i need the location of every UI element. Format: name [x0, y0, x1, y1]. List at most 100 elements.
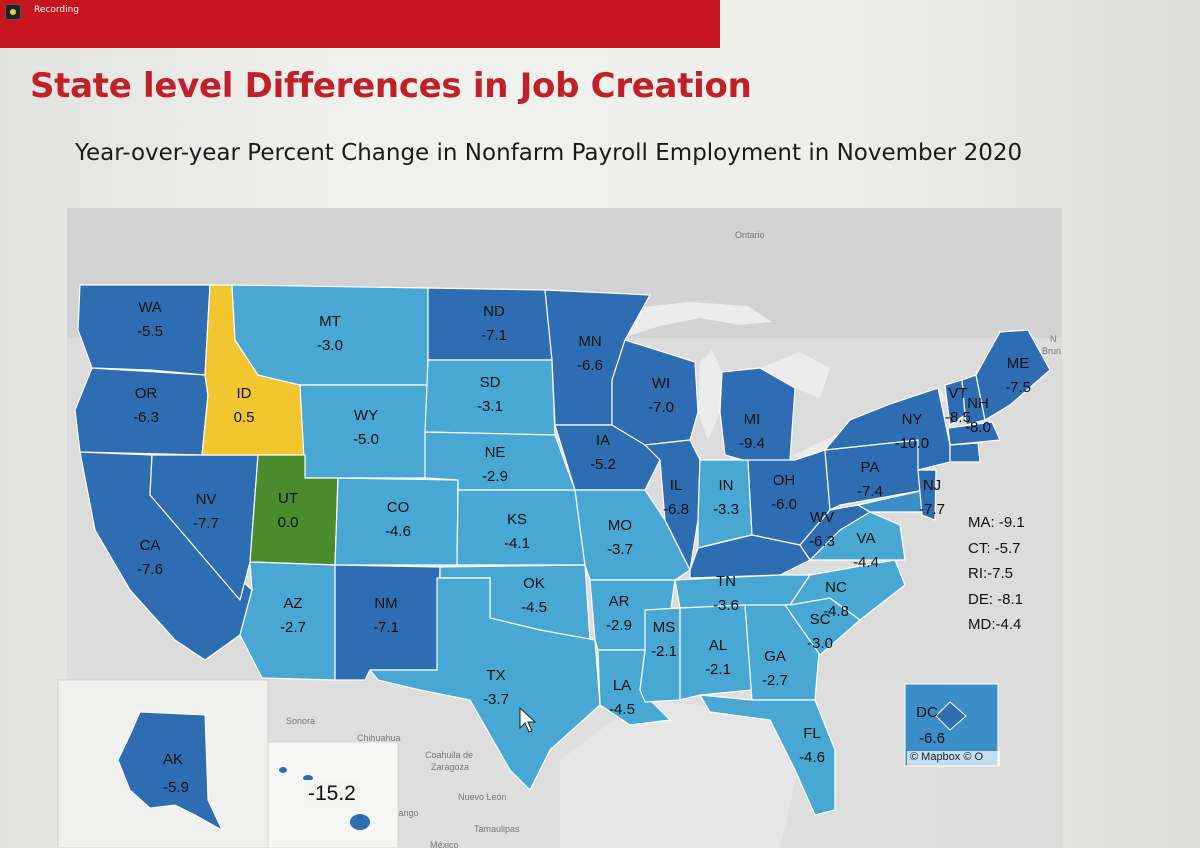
label-ut-name: UT	[278, 490, 298, 507]
note-md: MD:-4.4	[968, 616, 1022, 633]
recording-label: Recording	[34, 5, 80, 15]
label-nm-name: NM	[374, 595, 397, 612]
label-sonora: Sonora	[286, 716, 315, 726]
label-chihuahua: Chihuahua	[357, 733, 401, 743]
label-ne-value: -2.9	[482, 468, 508, 485]
label-id-value: 0.5	[234, 409, 255, 426]
label-ne-name: NE	[485, 444, 506, 461]
label-coahuila: Coahuila de	[425, 750, 473, 760]
label-ut-value: 0.0	[278, 514, 299, 531]
label-mi-value: -9.4	[739, 435, 765, 452]
state-NC[interactable]	[789, 559, 906, 621]
label-la-name: LA	[613, 677, 631, 694]
label-zaragoza: Zaragoza	[431, 762, 469, 772]
label-me-name: ME	[1007, 355, 1030, 372]
label-tx-value: -3.7	[483, 691, 509, 708]
label-id-name: ID	[237, 385, 252, 402]
label-ia-value: -5.2	[590, 456, 616, 473]
slide-subtitle: Year-over-year Percent Change in Nonfarm…	[75, 140, 1023, 166]
label-nc-name: NC	[825, 579, 847, 596]
label-wy-name: WY	[354, 407, 378, 424]
state-ME[interactable]	[975, 329, 1051, 421]
label-ca-value: -7.6	[137, 561, 163, 578]
label-mn-value: -6.6	[577, 357, 603, 374]
label-or-value: -6.3	[133, 409, 159, 426]
label-ny-value: -10.0	[895, 435, 929, 452]
state-ND[interactable]	[427, 287, 553, 361]
label-me-value: -7.5	[1005, 379, 1031, 396]
label-nc-value: -4.8	[823, 603, 849, 620]
label-nv-value: -7.7	[193, 515, 219, 532]
label-mo-name: MO	[608, 517, 632, 534]
label-ar-name: AR	[609, 593, 630, 610]
label-va-name: VA	[857, 530, 876, 547]
state-AL[interactable]	[679, 604, 753, 701]
state-FL[interactable]	[699, 694, 836, 816]
recording-icon[interactable]	[5, 4, 21, 20]
state-NJ[interactable]	[917, 469, 937, 521]
recording-bar: Recording	[0, 0, 720, 48]
label-wi-value: -7.0	[648, 399, 674, 416]
label-fl-name: FL	[803, 725, 821, 742]
small-states-note: MA: -9.1 CT: -5.7 RI:-7.5 DE: -8.1 MD:-4…	[968, 510, 1025, 638]
label-ia-name: IA	[596, 432, 610, 449]
label-oh-value: -6.0	[771, 496, 797, 513]
label-pa-name: PA	[861, 459, 880, 476]
label-tx-name: TX	[486, 667, 505, 684]
label-sc-value: -3.0	[807, 635, 833, 652]
label-il-value: -6.8	[663, 501, 689, 518]
mouse-cursor-icon	[519, 706, 537, 733]
label-nd-name: ND	[483, 303, 505, 320]
label-nd-value: -7.1	[481, 327, 507, 344]
hawaii-value: -15.2	[304, 780, 360, 808]
state-TN[interactable]	[674, 574, 811, 609]
label-brun-edge: Brun	[1042, 346, 1061, 356]
state-MA[interactable]	[947, 421, 1001, 446]
label-ok-name: OK	[523, 575, 545, 592]
slide-title: State level Differences in Job Creation	[30, 66, 752, 106]
label-mexico: México	[430, 840, 459, 848]
label-mi-name: MI	[744, 411, 761, 428]
label-sd-value: -3.1	[477, 398, 503, 415]
label-il-name: IL	[670, 477, 683, 494]
state-DC[interactable]	[935, 701, 967, 731]
label-ca-name: CA	[140, 537, 161, 554]
label-wv-name: WV	[810, 509, 834, 526]
label-nv-name: NV	[196, 491, 217, 508]
label-wv-value: -6.3	[809, 533, 835, 550]
label-in-name: IN	[719, 477, 734, 494]
label-vt-name: VT	[948, 385, 967, 402]
state-TX[interactable]	[369, 577, 601, 791]
label-tn-value: -3.6	[713, 597, 739, 614]
label-az-value: -2.7	[280, 619, 306, 636]
label-nm-value: -7.1	[373, 619, 399, 636]
note-ri: RI:-7.5	[968, 565, 1014, 582]
label-va-value: -4.4	[853, 554, 879, 571]
state-IL[interactable]	[644, 439, 701, 571]
label-dc-name: DC	[916, 704, 938, 721]
label-az-name: AZ	[283, 595, 302, 612]
map-attribution[interactable]: © Mapbox © O	[907, 751, 1000, 766]
label-wa-name: WA	[138, 299, 162, 316]
label-pa-value: -7.4	[857, 483, 883, 500]
label-mo-value: -3.7	[607, 541, 633, 558]
state-CO[interactable]	[334, 477, 459, 566]
label-ok-value: -4.5	[521, 599, 547, 616]
state-CT[interactable]	[949, 442, 981, 463]
state-MT[interactable]	[231, 284, 429, 386]
label-sd-name: SD	[480, 374, 501, 391]
state-MO[interactable]	[574, 489, 691, 581]
note-ct: CT: -5.7	[968, 539, 1021, 557]
state-AK[interactable]	[117, 711, 224, 832]
label-al-value: -2.1	[705, 661, 731, 678]
label-wi-name: WI	[652, 375, 670, 392]
label-mt-name: MT	[319, 313, 341, 330]
gulf-of-mexico	[560, 700, 800, 848]
states-layer	[74, 284, 1051, 816]
label-dc-value: -6.6	[919, 730, 945, 747]
label-ga-name: GA	[764, 648, 786, 665]
label-or-name: OR	[135, 385, 158, 402]
label-ga-value: -2.7	[762, 672, 788, 689]
label-durango: Durango	[384, 808, 419, 818]
